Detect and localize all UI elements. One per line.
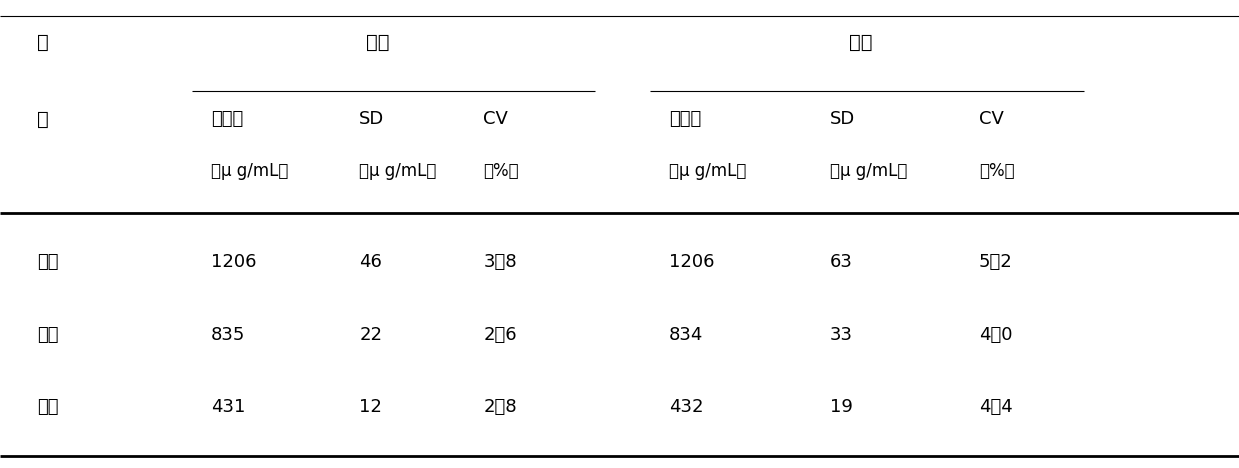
Text: 834: 834 <box>669 326 704 344</box>
Text: 5．2: 5．2 <box>979 253 1012 271</box>
Text: 3．8: 3．8 <box>483 253 517 271</box>
Text: （%）: （%） <box>483 162 519 180</box>
Text: 33: 33 <box>830 326 854 344</box>
Text: SD: SD <box>830 110 855 128</box>
Text: 12: 12 <box>359 398 382 416</box>
Text: 46: 46 <box>359 253 382 271</box>
Text: 4．0: 4．0 <box>979 326 1012 344</box>
Text: CV: CV <box>979 110 1004 128</box>
Text: 63: 63 <box>830 253 852 271</box>
Text: 2．8: 2．8 <box>483 398 517 416</box>
Text: 1206: 1206 <box>669 253 715 271</box>
Text: 1206: 1206 <box>211 253 256 271</box>
Text: 平均值: 平均值 <box>669 110 701 128</box>
Text: 平均值: 平均值 <box>211 110 243 128</box>
Text: SD: SD <box>359 110 384 128</box>
Text: 中值: 中值 <box>37 326 58 344</box>
Text: 4．4: 4．4 <box>979 398 1012 416</box>
Text: 别: 别 <box>37 110 48 129</box>
Text: 高值: 高值 <box>37 253 58 271</box>
Text: 22: 22 <box>359 326 383 344</box>
Text: 431: 431 <box>211 398 245 416</box>
Text: 批间: 批间 <box>850 33 872 51</box>
Text: 19: 19 <box>830 398 852 416</box>
Text: 低值: 低值 <box>37 398 58 416</box>
Text: 2．6: 2．6 <box>483 326 517 344</box>
Text: （μ g/mL）: （μ g/mL） <box>669 162 746 180</box>
Text: 835: 835 <box>211 326 245 344</box>
Text: （%）: （%） <box>979 162 1015 180</box>
Text: （μ g/mL）: （μ g/mL） <box>830 162 907 180</box>
Text: （μ g/mL）: （μ g/mL） <box>359 162 436 180</box>
Text: 432: 432 <box>669 398 704 416</box>
Text: 批内: 批内 <box>367 33 389 51</box>
Text: CV: CV <box>483 110 508 128</box>
Text: （μ g/mL）: （μ g/mL） <box>211 162 287 180</box>
Text: 组: 组 <box>37 33 48 51</box>
